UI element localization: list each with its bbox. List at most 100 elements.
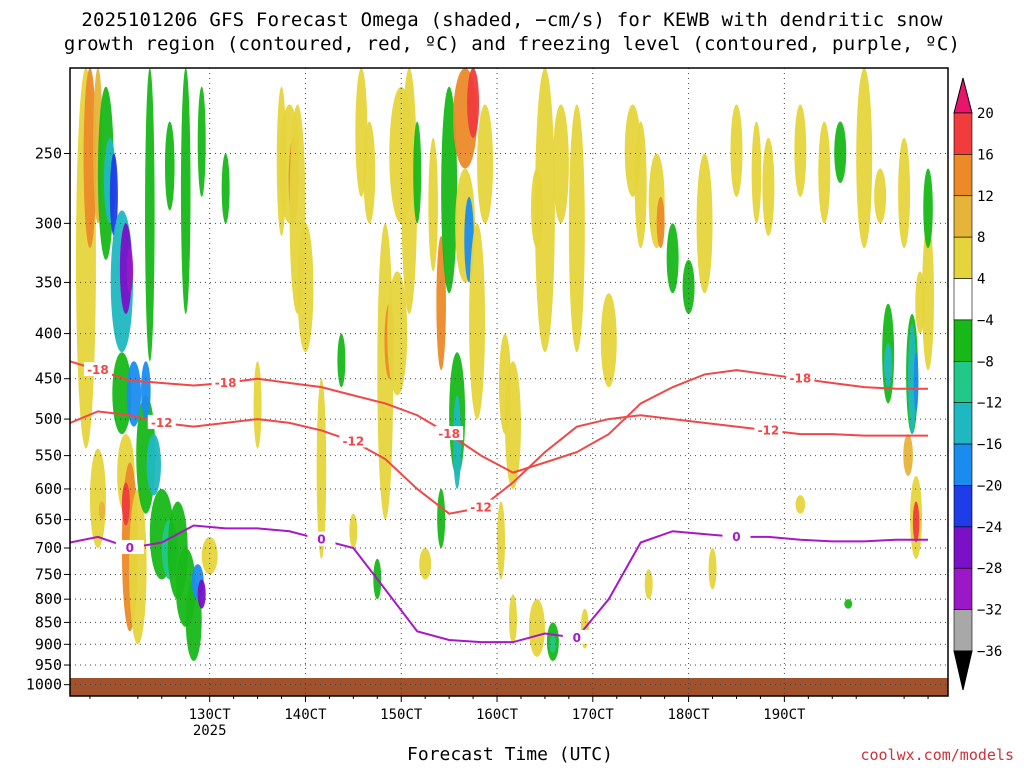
- omega-shade-region: [441, 86, 458, 294]
- omega-shade-region: [146, 434, 161, 496]
- omega-shade-region: [197, 579, 206, 609]
- omega-shade-region: [121, 482, 130, 526]
- colorbar-label: 16: [977, 147, 994, 163]
- omega-shade-region: [436, 235, 446, 371]
- omega-shade-region: [497, 501, 506, 580]
- omega-shade-region: [505, 361, 521, 489]
- omega-shade-region: [349, 513, 358, 549]
- omega-shade-region: [912, 501, 920, 543]
- omega-shade-region: [316, 378, 327, 559]
- omega-shade-region: [634, 121, 647, 249]
- omega-shade-region: [666, 223, 679, 294]
- x-axis: 130CT 140CT 150CT 160CT 170CT 180CT 190CT 2025: [89, 696, 929, 739]
- contour-label-bg: [754, 422, 783, 437]
- plot-frame: [69, 67, 949, 697]
- omega-shade-region: [98, 501, 106, 520]
- colorbar-segment: [953, 278, 973, 321]
- omega-shade-region: [126, 248, 134, 294]
- omega-shade-region: [730, 104, 743, 197]
- chart-title-line1: 2025101206 GFS Forecast Omega (shaded, −…: [81, 9, 943, 31]
- colorbar-label: 12: [977, 189, 994, 205]
- omega-shade-region: [145, 68, 155, 362]
- contour-label: -18: [215, 376, 237, 390]
- contour-label: -12: [758, 423, 780, 437]
- contour-label: -12: [151, 416, 173, 430]
- y-tick-label: 800: [35, 590, 62, 608]
- y-tick-label: 1000: [26, 676, 62, 694]
- omega-shade-region: [221, 153, 230, 224]
- contour-label-bg: [562, 629, 591, 644]
- omega-shade-region: [401, 68, 418, 314]
- x-year-label: 2025: [193, 723, 227, 739]
- omega-shade-region: [818, 121, 831, 224]
- omega-shade-region: [297, 223, 314, 353]
- x-tick-label: 130CT: [189, 707, 232, 723]
- colorbar-label: −36: [977, 644, 1002, 660]
- omega-shade-region: [528, 599, 545, 657]
- colorbar-label: −4: [977, 313, 994, 329]
- y-tick-label: 750: [35, 565, 62, 583]
- omega-shade-region: [884, 343, 893, 388]
- omega-shade-region: [656, 196, 665, 249]
- omega-shade-region: [844, 599, 853, 609]
- omega-shade-region: [129, 488, 147, 645]
- omega-shade-region: [600, 293, 617, 388]
- omega-shade-region: [552, 104, 569, 224]
- y-tick-label: 850: [35, 613, 62, 631]
- omega-shade-region: [682, 259, 695, 314]
- y-tick-label: 450: [35, 370, 62, 388]
- omega-shade-region: [337, 333, 346, 388]
- contour-label-bg: [722, 528, 751, 543]
- contour-label: -18: [438, 427, 460, 441]
- omega-shade-region: [141, 361, 151, 420]
- contour-label-bg: [147, 414, 176, 429]
- omega-shade-region: [83, 68, 97, 249]
- omega-shade-region: [126, 361, 142, 427]
- contour-label-bg: [115, 540, 144, 555]
- colorbar-label: −16: [977, 437, 1002, 453]
- contour-label: -12: [470, 501, 492, 515]
- omega-shade-region: [751, 121, 762, 224]
- omega-shade-region: [834, 121, 847, 183]
- contour-label-bg: [339, 433, 368, 448]
- omega-shade-region: [708, 548, 717, 590]
- x-tick-label: 140CT: [284, 707, 327, 723]
- x-axis-title: Forecast Time (UTC): [407, 744, 613, 765]
- omega-shade-region: [469, 223, 486, 420]
- contour-label: 0: [126, 541, 134, 555]
- contour-label: 0: [317, 533, 325, 547]
- contour-line: [70, 360, 929, 474]
- omega-shade-region: [898, 137, 911, 249]
- colorbar-label: −8: [977, 354, 994, 370]
- contour-label-bg: [307, 531, 336, 546]
- omega-shade-region: [413, 121, 422, 224]
- omega-shade-region: [437, 488, 446, 549]
- y-tick-label: 900: [35, 635, 62, 653]
- y-tick-label: 250: [35, 144, 62, 162]
- contour-label: -12: [343, 434, 365, 448]
- colorbar-label: 8: [977, 230, 985, 246]
- colorbar-segment: [953, 485, 973, 528]
- y-tick-label: 400: [35, 325, 62, 343]
- colorbar-segment: [953, 402, 973, 445]
- omega-shade-region: [197, 86, 206, 197]
- credit-link[interactable]: coolwx.com/models: [860, 746, 1014, 764]
- colorbar-segment: [953, 609, 973, 652]
- colorbar-segment: [953, 443, 973, 486]
- omega-shade-region: [419, 548, 432, 580]
- y-tick-label: 500: [35, 410, 62, 428]
- colorbar-label: −24: [977, 520, 1002, 536]
- omega-shade-region: [794, 104, 807, 197]
- colorbar-segment: [953, 154, 973, 197]
- contour-label-bg: [467, 499, 496, 514]
- contour-label-bg: [435, 426, 464, 441]
- omega-shade-region: [363, 121, 376, 224]
- colorbar-label: 4: [977, 272, 985, 288]
- colorbar-label: 20: [977, 106, 994, 122]
- omega-shade-region: [387, 271, 408, 396]
- omega-shade-region: [185, 579, 202, 661]
- colorbar-top-arrow: [953, 77, 973, 114]
- colorbar-label: −32: [977, 603, 1002, 619]
- omega-shade-region: [923, 168, 933, 249]
- omega-shade-region: [762, 137, 775, 236]
